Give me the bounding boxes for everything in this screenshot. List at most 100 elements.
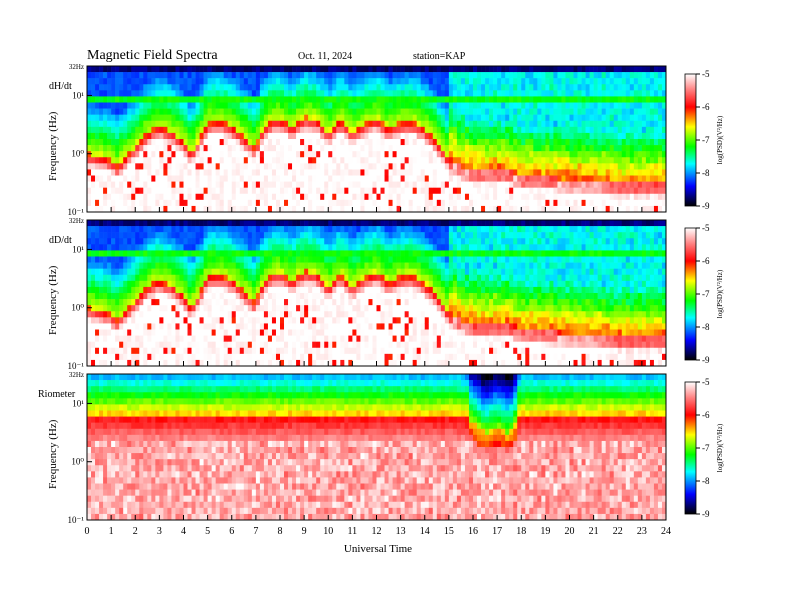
spectrogram-cell <box>328 329 333 336</box>
spectrogram-cell <box>187 78 192 85</box>
spectrogram-cell <box>352 205 357 213</box>
spectrogram-cell <box>493 96 498 103</box>
spectrogram-cell <box>312 359 317 367</box>
spectrogram-cell <box>468 126 474 134</box>
spectrogram-cell <box>485 96 490 103</box>
spectrogram-cell <box>155 341 160 349</box>
spectrogram-cell <box>661 175 667 182</box>
spectrogram-cell <box>211 169 216 176</box>
spectrogram-cell <box>408 102 413 109</box>
spectrogram-cell <box>416 181 422 188</box>
spectrogram-cell <box>155 220 160 227</box>
spectrogram-cell <box>288 256 293 263</box>
spectrogram-cell <box>127 151 132 158</box>
spectrogram-cell <box>175 359 180 367</box>
spectrogram-cell <box>396 96 401 103</box>
spectrogram-cell <box>344 187 349 195</box>
spectrogram-cell <box>255 244 261 251</box>
spectrogram-cell <box>103 108 108 115</box>
spectrogram-cell <box>247 120 253 128</box>
spectrogram-cell <box>207 66 212 73</box>
spectrogram-cell <box>115 299 120 306</box>
spectrogram-cell <box>509 199 514 207</box>
spectrogram-cell <box>163 274 168 282</box>
spectrogram-cell <box>625 145 631 152</box>
spectrogram-cell <box>473 132 478 140</box>
spectrogram-cell <box>625 126 631 134</box>
spectrogram-cell <box>231 250 237 257</box>
spectrogram-cell <box>364 151 369 158</box>
spectrogram-cell <box>517 132 522 140</box>
spectrogram-cell <box>275 151 281 158</box>
spectrogram-cell <box>625 193 631 201</box>
spectrogram-cell <box>629 151 635 158</box>
spectrogram-cell <box>308 96 313 103</box>
spectrogram-cell <box>404 84 409 91</box>
spectrogram-cell <box>613 78 619 85</box>
spectrogram-cell <box>171 299 176 306</box>
spectrogram-cell <box>641 120 647 128</box>
spectrogram-cell <box>633 84 639 91</box>
spectrogram-cell <box>424 66 430 73</box>
spectrogram-cell <box>577 72 582 79</box>
spectrogram-cell <box>537 114 542 122</box>
spectrogram-cell <box>143 181 148 188</box>
spectrogram-cell <box>284 347 289 355</box>
spectrogram-cell <box>107 72 112 79</box>
spectrogram-cell <box>187 274 192 282</box>
spectrogram-cell <box>255 299 261 306</box>
spectrogram-cell <box>271 256 277 263</box>
spectrogram-cell <box>497 181 502 188</box>
spectrogram-cell <box>247 163 253 170</box>
spectrogram-cell <box>621 157 627 164</box>
spectrogram-cell <box>569 126 574 134</box>
spectrogram-cell <box>340 199 345 207</box>
spectrogram-cell <box>553 102 558 109</box>
spectrogram-cell <box>360 102 365 109</box>
spectrogram-cell <box>280 157 285 164</box>
spectrogram-cell <box>115 199 120 207</box>
spectrogram-cell <box>127 169 132 176</box>
spectrogram-cell <box>255 120 261 128</box>
spectrogram-cell <box>617 84 623 91</box>
spectrogram-cell <box>267 293 273 300</box>
spectrogram-cell <box>412 163 418 170</box>
spectrogram-cell <box>356 151 361 158</box>
spectrogram-cell <box>199 151 204 158</box>
spectrogram-cell <box>404 169 409 176</box>
spectrogram-cell <box>243 353 249 361</box>
spectrogram-cell <box>243 193 249 201</box>
spectrogram-cell <box>99 193 104 201</box>
spectrogram-cell <box>300 193 305 201</box>
spectrogram-cell <box>601 163 606 170</box>
spectrogram-cell <box>577 169 582 176</box>
spectrogram-cell <box>119 286 124 294</box>
spectrogram-cell <box>179 323 184 330</box>
spectrogram-cell <box>344 163 349 170</box>
spectrogram-cell <box>601 199 606 207</box>
spectrogram-cell <box>400 84 405 91</box>
spectrogram-cell <box>557 120 562 128</box>
spectrogram-cell <box>103 145 108 152</box>
spectrogram-cell <box>135 244 140 251</box>
spectrogram-cell <box>107 193 112 201</box>
spectrogram-cell <box>593 145 598 152</box>
spectrogram-cell <box>191 323 196 330</box>
spectrogram-cell <box>143 145 148 152</box>
spectrogram-cell <box>255 187 261 195</box>
spectrogram-cell <box>231 238 237 245</box>
spectrogram-cell <box>267 238 273 245</box>
spectrogram-cell <box>416 163 422 170</box>
spectrogram-cell <box>87 114 92 122</box>
spectrogram-cell <box>360 193 365 201</box>
spectrogram-cell <box>119 157 124 164</box>
spectrogram-cell <box>284 293 289 300</box>
spectrogram-cell <box>87 293 92 300</box>
spectrogram-cell <box>348 66 353 73</box>
spectrogram-cell <box>553 90 558 97</box>
spectrogram-cell <box>380 78 385 85</box>
spectrogram-cell <box>147 78 152 85</box>
spectrogram-cell <box>155 286 160 294</box>
spectrogram-cell <box>360 114 365 122</box>
spectrogram-cell <box>175 232 180 239</box>
